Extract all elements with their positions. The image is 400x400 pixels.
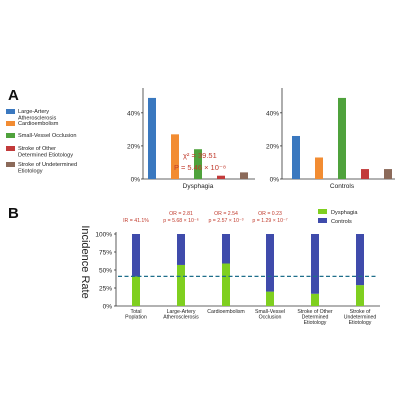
panel-a-bar xyxy=(292,135,300,179)
panel-a-legend-label: Stroke of Undetermined Etiotology xyxy=(18,162,77,175)
panel-b-odds-ratio: OR = 2.81 xyxy=(169,211,193,217)
panel-b-legend-label: Dysphagia xyxy=(331,210,358,216)
panel-b-category-label: Small-Vessel Occlusion xyxy=(255,309,285,321)
panel-a-legend-swatch xyxy=(6,133,15,138)
panel-b-bar-segment xyxy=(132,276,140,306)
panel-b-legend-label: Controls xyxy=(331,219,352,225)
panel-a-legend-label: Stroke of Other Determined Etiotology xyxy=(18,146,73,159)
panel-b-legend-swatch xyxy=(318,218,327,223)
chi-square-annotation: χ² = 39.51 xyxy=(183,151,217,160)
panel-b-odds-ratio: OR = 2.54 xyxy=(214,211,238,217)
panel-a-legend-swatch xyxy=(6,146,15,151)
panel-b-label: B xyxy=(8,205,19,222)
panel-b-y-tick-label: 0% xyxy=(103,304,113,311)
panel-b-chart: 0% 25% 50% 75% 100% Total Poplation Large-Arter… xyxy=(95,211,380,326)
panel-b-bar-segment xyxy=(356,234,364,286)
panel-a-legend-swatch xyxy=(6,162,15,167)
panel-a-legend-swatch xyxy=(6,121,15,126)
panel-a-legend-label: Small-Vessel Occlusion xyxy=(18,133,76,139)
panel-a-legend: Large-Artery AtherosclerosisCardioembolis… xyxy=(6,109,77,175)
panel-a-group-label: Dysphagia xyxy=(183,183,214,190)
panel-a-bar xyxy=(315,157,323,179)
panel-b-y-axis-label: Incidence Rate xyxy=(79,225,91,298)
panel-a-chart: 0% 20% 40% Dysphagia 0% 20% 40% Controls xyxy=(127,88,395,190)
panel-b-legend: Dysphagia Controls xyxy=(318,209,358,225)
panel-a-bar xyxy=(384,169,392,179)
panel-a-y-tick-label: 40% xyxy=(127,110,140,117)
panel-a-legend-label: Cardioembolism xyxy=(18,121,59,127)
panel-a-bar xyxy=(338,97,346,179)
panel-b-bar-segment xyxy=(311,234,319,294)
panel-b-y-tick-label: 75% xyxy=(99,250,112,257)
panel-b-y-tick-label: 50% xyxy=(99,268,112,275)
panel-a-label: A xyxy=(8,87,19,104)
panel-b-bar-segment xyxy=(266,291,274,306)
panel-a-y-tick-label: 0% xyxy=(131,177,141,184)
panel-b-bar-segment xyxy=(177,264,185,306)
panel-b-p-value: IR = 41.1% xyxy=(123,218,149,224)
panel-a-y-tick-label: 40% xyxy=(266,110,279,117)
panel-b-bar-segment xyxy=(177,234,185,265)
panel-b-category-label: Total Poplation xyxy=(125,309,147,321)
panel-b-p-value: p = 2.57 × 10⁻³ xyxy=(208,218,243,224)
p-value-annotation: P = 5.46 × 10⁻⁸ xyxy=(174,163,226,172)
panel-b-category-label: Large-Artery Atherosclerosis xyxy=(163,309,199,321)
panel-b-odds-ratio: OR = 0.23 xyxy=(258,211,282,217)
panel-b-p-value: p = 5.68 × 10⁻⁶ xyxy=(163,218,198,224)
panel-a-group-label: Controls xyxy=(330,183,355,190)
panel-a-bar xyxy=(217,175,225,179)
panel-b-category-label: Stroke of Undetermined Etiotology xyxy=(344,309,377,326)
panel-a-bar xyxy=(194,149,202,179)
panel-b-bar-segment xyxy=(266,234,274,292)
panel-b-bar-segment xyxy=(222,263,230,306)
panel-b-bar-segment xyxy=(222,234,230,264)
panel-b-bar-segment xyxy=(132,234,140,277)
panel-a-y-tick-label: 0% xyxy=(270,177,280,184)
panel-a-bar xyxy=(240,172,248,179)
panel-a-bar xyxy=(171,134,179,179)
panel-b-category-label: Stroke of Other Determined Etiotology xyxy=(297,309,332,326)
panel-a-y-tick-label: 20% xyxy=(266,143,279,150)
panel-a-bar xyxy=(148,97,156,179)
panel-b-bar-segment xyxy=(311,293,319,306)
panel-b-category-label: Cardioembolism xyxy=(207,309,244,315)
panel-b-bar-segment xyxy=(356,285,364,306)
panel-b-legend-swatch xyxy=(318,209,327,214)
panel-a-bar xyxy=(361,169,369,179)
panel-a-legend-label: Large-Artery Atherosclerosis xyxy=(18,109,56,122)
panel-b-y-tick-label: 25% xyxy=(99,286,112,293)
panel-a-legend-swatch xyxy=(6,109,15,114)
panel-a-y-tick-label: 20% xyxy=(127,143,140,150)
panel-b-p-value: p = 1.29 × 10⁻⁷ xyxy=(252,218,287,224)
panel-b-y-tick-label: 100% xyxy=(95,232,112,239)
